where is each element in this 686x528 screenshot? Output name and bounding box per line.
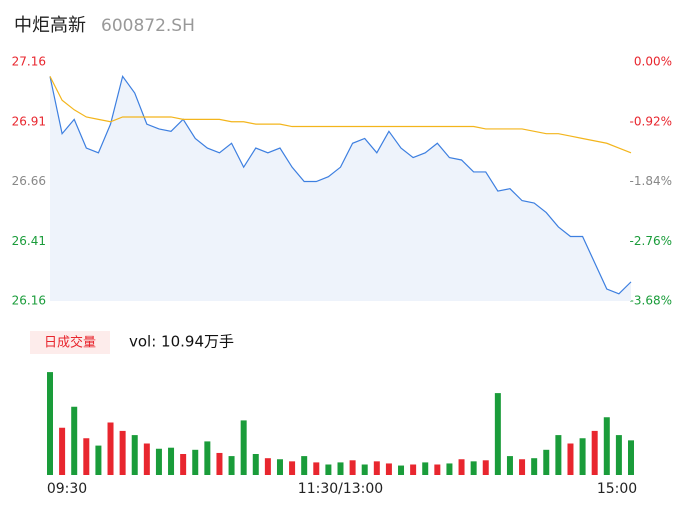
- y2-tick-label: -2.76%: [630, 234, 672, 248]
- volume-bar: [301, 456, 308, 475]
- volume-bar: [71, 406, 78, 475]
- x-tick-label: 15:00: [597, 481, 637, 497]
- volume-bar: [385, 463, 392, 475]
- volume-bar: [398, 465, 405, 475]
- volume-bar: [615, 435, 622, 475]
- volume-bar: [567, 443, 574, 475]
- x-tick-label: 09:30: [47, 481, 87, 497]
- y-tick-label: 26.91: [12, 114, 46, 128]
- volume-bar: [252, 454, 259, 475]
- volume-bar: [325, 464, 332, 475]
- volume-bar: [531, 458, 538, 475]
- volume-bar: [180, 454, 187, 475]
- x-tick-label: 11:30/13:00: [298, 481, 383, 497]
- volume-bar: [216, 452, 223, 475]
- volume-bar: [143, 443, 150, 475]
- y-tick-label: 26.41: [12, 234, 46, 248]
- volume-bar: [59, 427, 66, 475]
- volume-bar: [313, 462, 320, 475]
- volume-bar: [555, 435, 562, 475]
- legend-box: [30, 331, 110, 354]
- volume-bar: [349, 460, 356, 475]
- volume-bar: [155, 448, 162, 475]
- volume-bar: [228, 456, 235, 475]
- legend: 日成交量: [44, 335, 96, 351]
- volume-bar: [446, 463, 453, 475]
- volume-bar: [47, 372, 53, 475]
- volume-bar: [95, 445, 102, 475]
- volume-bar: [289, 461, 296, 475]
- volume-bar: [628, 440, 634, 475]
- volume-bar: [168, 447, 175, 475]
- volume-bar: [361, 464, 368, 475]
- volume-annotation: vol: 10.94万手: [129, 333, 234, 351]
- y2-tick-label: 0.00%: [634, 55, 672, 69]
- volume-bar: [107, 422, 114, 475]
- volume-bar: [434, 464, 441, 475]
- volume-bar: [591, 430, 598, 475]
- volume-bar: [543, 449, 550, 475]
- volume-bar: [83, 438, 90, 475]
- volume-bar: [373, 461, 380, 475]
- stock-code: 600872.SH: [101, 16, 195, 36]
- volume-bar: [240, 420, 247, 475]
- volume-bar: [204, 441, 211, 475]
- stock-name: 中炬高新: [14, 15, 86, 36]
- y-tick-label: 26.66: [12, 174, 46, 188]
- y2-tick-label: -3.68%: [630, 294, 672, 308]
- volume-bar: [337, 462, 344, 475]
- volume-bar: [119, 430, 126, 475]
- volume-bar: [506, 456, 513, 475]
- volume-bar: [470, 461, 477, 475]
- y2-tick-label: -1.84%: [630, 174, 672, 188]
- volume-bar: [192, 449, 199, 475]
- volume-bar: [131, 435, 138, 475]
- volume-bar: [264, 458, 271, 475]
- y-tick-label: 27.16: [12, 55, 46, 69]
- price-area: [50, 76, 631, 301]
- y-tick-label: 26.16: [12, 294, 46, 308]
- volume-bar: [458, 459, 465, 475]
- volume-bar: [494, 393, 501, 475]
- line: [49, 76, 632, 154]
- volume-bar: [603, 417, 610, 475]
- volume-bar: [276, 459, 283, 475]
- y2-tick-label: -0.92%: [630, 114, 672, 128]
- volume-bar: [579, 438, 586, 475]
- volume-bar: [519, 459, 526, 475]
- volume-bar: [422, 462, 429, 475]
- volume-bar: [482, 460, 489, 475]
- line: [49, 74, 632, 295]
- volume-bar: [410, 464, 417, 475]
